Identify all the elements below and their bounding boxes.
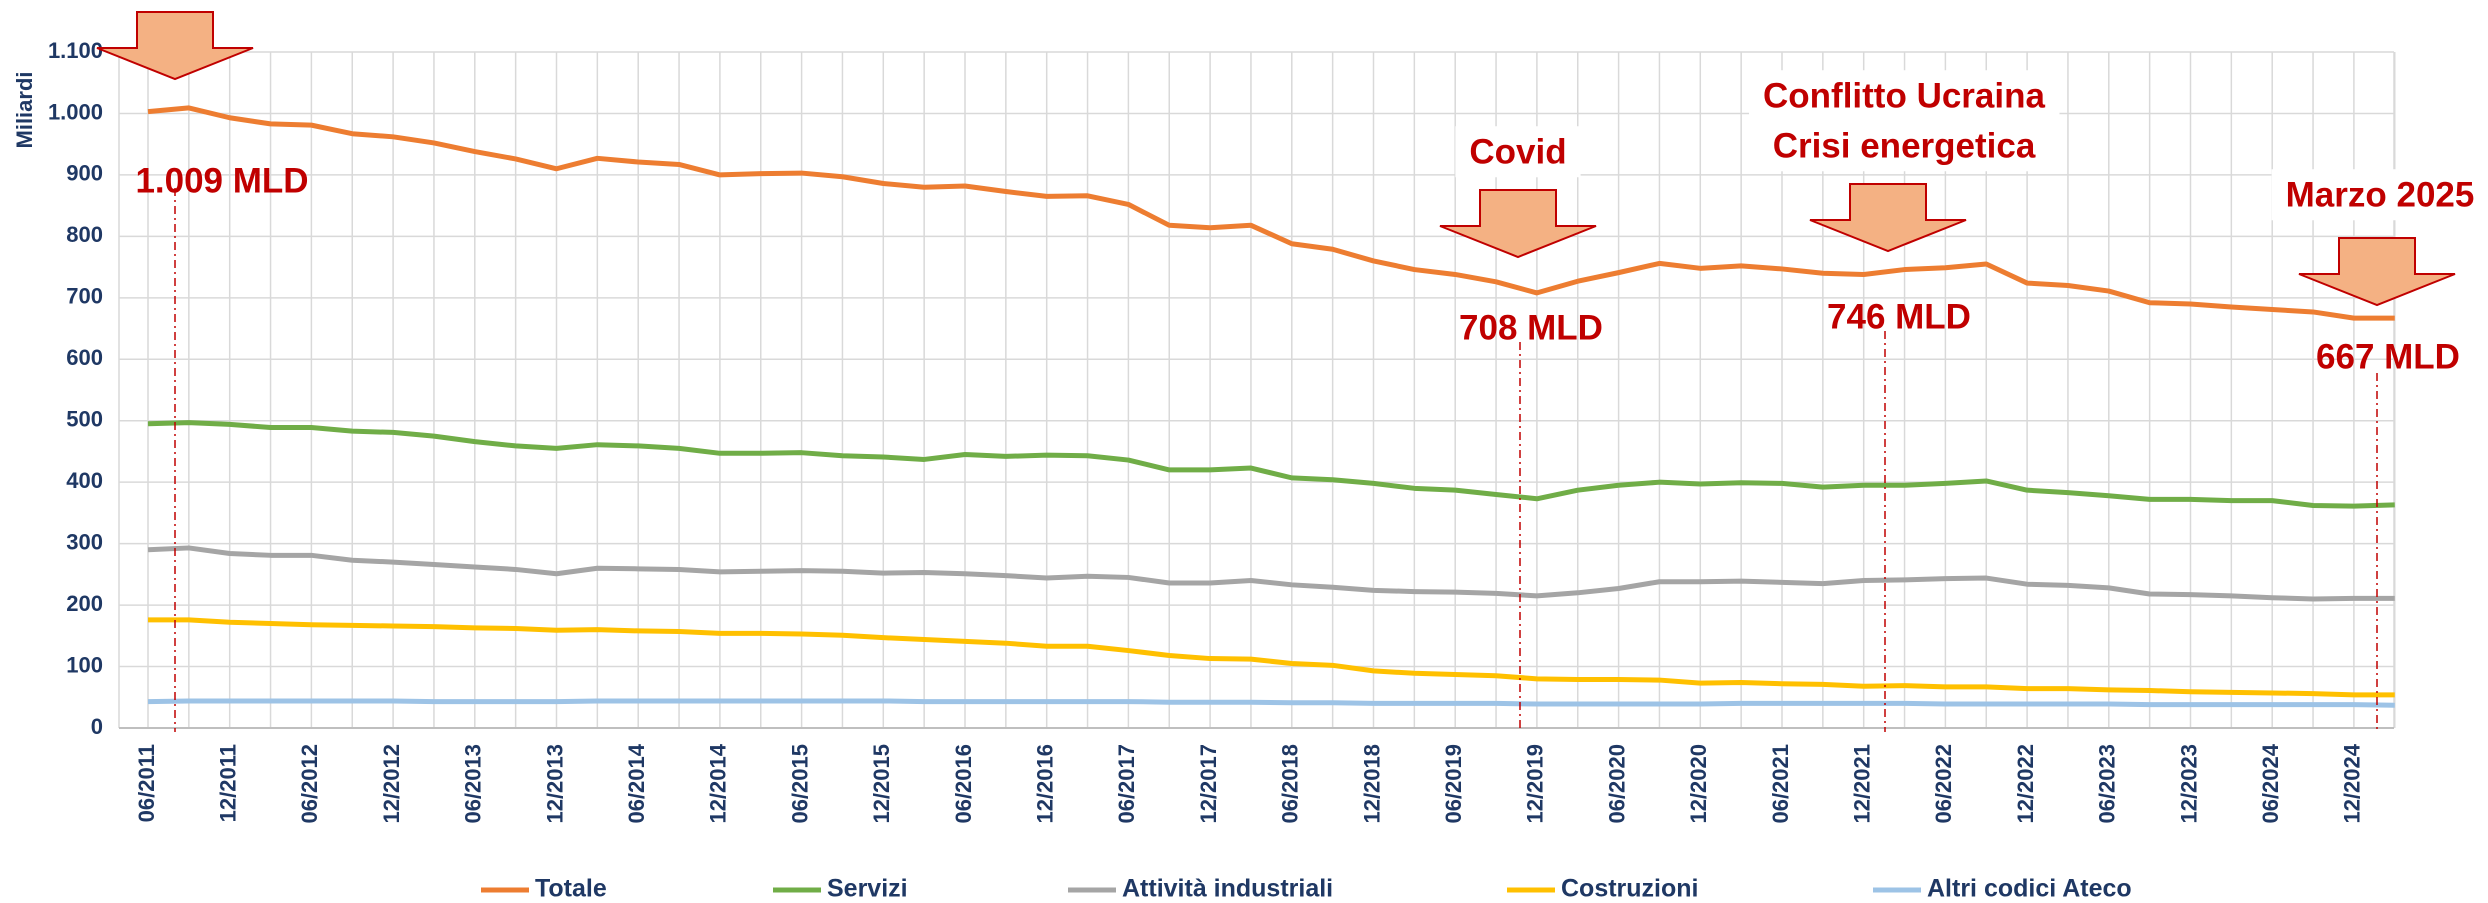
annotation-text: Conflitto Ucraina xyxy=(1763,76,2045,115)
y-tick-label: 700 xyxy=(66,284,103,309)
annotation: Crisi energetica xyxy=(1758,120,2050,172)
y-axis-label: Miliardi xyxy=(12,71,37,148)
x-tick-label: 12/2016 xyxy=(1033,744,1058,824)
data-line xyxy=(148,617,2395,698)
y-tick-label: 400 xyxy=(66,468,103,493)
y-tick-label: 800 xyxy=(66,222,103,247)
x-tick-label: 06/2016 xyxy=(951,744,976,824)
arrow-marzo xyxy=(2298,237,2456,307)
x-tick-label: 12/2022 xyxy=(2013,744,2038,824)
annotation-bg xyxy=(2271,169,2488,221)
y-tick-label: 300 xyxy=(66,529,103,554)
x-tick-label: 12/2017 xyxy=(1196,744,1221,824)
annotation: 1.009 MLD xyxy=(135,161,308,200)
y-tick-label: 1.100 xyxy=(48,38,103,63)
annotation: 667 MLD xyxy=(2316,337,2460,376)
x-tick-label: 06/2014 xyxy=(624,743,649,823)
legend-label: Altri codici Ateco xyxy=(1927,875,2132,903)
data-line xyxy=(147,545,2395,602)
x-tick-label: 06/2018 xyxy=(1278,744,1303,824)
x-tick-label: 06/2023 xyxy=(2095,744,2120,824)
x-tick-label: 06/2012 xyxy=(297,744,322,824)
annotation-text: Crisi energetica xyxy=(1773,126,2036,165)
annotation-bg xyxy=(1749,70,2060,122)
x-tick-label: 06/2019 xyxy=(1441,744,1466,824)
y-tick-label: 100 xyxy=(66,652,103,677)
data-line xyxy=(147,105,2395,321)
legend-label: Attività industriali xyxy=(1122,875,1333,903)
annotation-text: Marzo 2025 xyxy=(2286,175,2475,214)
annotation-text: 667 MLD xyxy=(2316,337,2460,376)
annotation: 746 MLD xyxy=(1827,297,1971,336)
arrow-start xyxy=(96,11,254,81)
annotation: Marzo 2025 xyxy=(2271,169,2488,221)
x-tick-label: 06/2013 xyxy=(461,744,486,824)
x-tick-label: 12/2015 xyxy=(869,744,894,824)
y-tick-label: 200 xyxy=(66,591,103,616)
y-tick-label: 900 xyxy=(66,161,103,186)
y-tick-label: 500 xyxy=(66,407,103,432)
x-tick-label: 12/2012 xyxy=(379,744,404,824)
legend-label: Totale xyxy=(535,875,607,903)
annotation-text: Covid xyxy=(1469,132,1566,171)
x-tick-label: 12/2020 xyxy=(1686,744,1711,824)
y-tick-label: 1.000 xyxy=(48,99,103,124)
arrow-ucraina xyxy=(1809,183,1967,253)
legend-label: Costruzioni xyxy=(1561,875,1699,903)
x-tick-label: 12/2013 xyxy=(542,744,567,824)
x-tick-label: 12/2011 xyxy=(216,744,241,822)
y-tick-label: 600 xyxy=(66,345,103,370)
x-tick-label: 12/2021 xyxy=(1850,744,1875,824)
x-tick-label: 06/2022 xyxy=(1931,744,1956,824)
annotation: Covid xyxy=(1455,126,1581,178)
annotation-text: 708 MLD xyxy=(1459,308,1603,347)
x-tick-label: 12/2014 xyxy=(706,743,731,823)
data-line xyxy=(147,420,2395,509)
x-tick-label: 12/2023 xyxy=(2176,744,2201,824)
x-tick-label: 06/2024 xyxy=(2258,743,2283,823)
annotation: Conflitto Ucraina xyxy=(1749,70,2060,122)
x-tick-label: 06/2017 xyxy=(1114,744,1139,824)
data-line xyxy=(147,698,2395,708)
x-tick-label: 06/2020 xyxy=(1604,744,1629,824)
legend-label: Servizi xyxy=(827,875,908,903)
x-tick-label: 06/2015 xyxy=(787,744,812,824)
x-tick-label: 06/2021 xyxy=(1768,744,1793,824)
x-tick-label: 12/2024 xyxy=(2340,743,2365,823)
x-tick-label: 12/2019 xyxy=(1523,744,1548,824)
annotation-bg xyxy=(1758,120,2050,172)
x-tick-label: 06/2011 xyxy=(134,744,159,822)
annotation-text: 746 MLD xyxy=(1827,297,1971,336)
annotation: 708 MLD xyxy=(1459,308,1603,347)
arrow-covid xyxy=(1439,189,1597,259)
annotation-text: 1.009 MLD xyxy=(135,161,308,200)
x-tick-label: 12/2018 xyxy=(1359,744,1384,824)
y-tick-label: 0 xyxy=(91,714,103,739)
annotation-bg xyxy=(1455,126,1581,178)
